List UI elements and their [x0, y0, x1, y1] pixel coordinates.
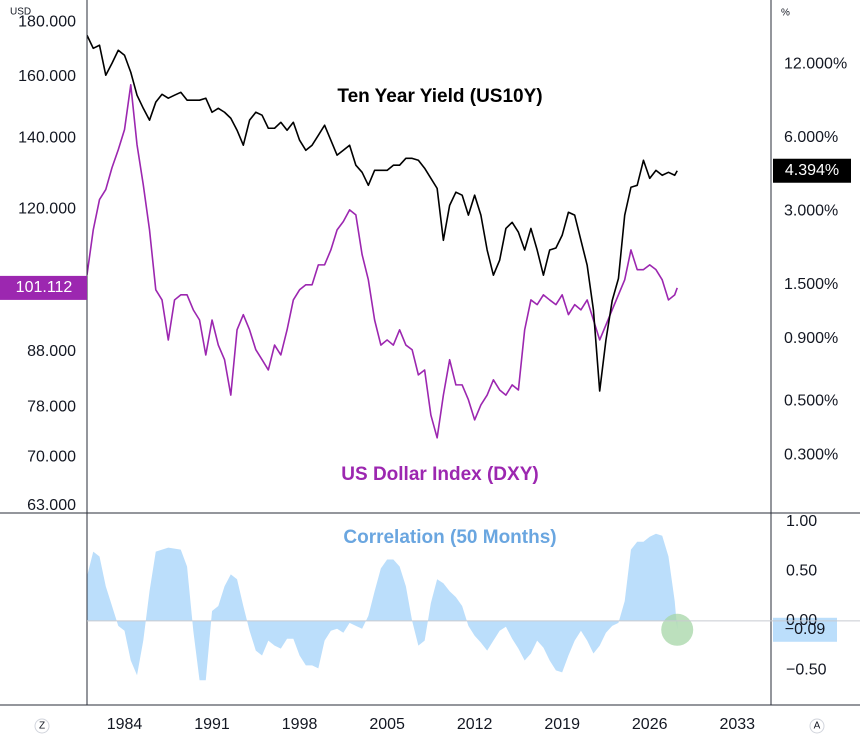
x-tick-label: 2019 [544, 716, 580, 733]
y2-tick-label: 12.000% [784, 55, 847, 72]
y-tick-label: 63.000 [27, 497, 76, 514]
x-tick-label: 2005 [369, 716, 405, 733]
overlay: US Dollar Index (DXY) Ten Year Yield (US1… [0, 86, 851, 646]
scale-button-icon[interactable] [809, 718, 825, 734]
y2-tick-label: 1.500% [784, 276, 838, 293]
series-label: Correlation (50 Months) [343, 527, 556, 548]
y-tick-label: 88.000 [27, 343, 76, 360]
y2-tick-label: 6.000% [784, 129, 838, 146]
x-tick-label: 1991 [194, 716, 230, 733]
x-tick-label: 2033 [719, 716, 755, 733]
y2-unit: % [781, 8, 790, 19]
y-tick-label: 78.000 [27, 399, 76, 416]
y3-tick-label: 1.00 [786, 513, 817, 530]
y-unit: USD [10, 7, 31, 18]
y2-tick-label: 3.000% [784, 202, 838, 219]
y-tick-label: 70.000 [27, 448, 76, 465]
last-value-label: −0.09 [785, 621, 826, 638]
last-value-tag [773, 158, 851, 183]
y2-tick-label: 0.500% [784, 392, 838, 409]
series-label: Ten Year Yield (US10Y) [337, 86, 542, 107]
x-tick-label: 1998 [282, 716, 318, 733]
scale-button[interactable]: A [814, 721, 821, 732]
y3-tick-label: 0.50 [786, 563, 817, 580]
y-tick-label: 140.000 [18, 129, 76, 146]
series-label: US Dollar Index (DXY) [341, 464, 538, 485]
series-line [87, 83, 678, 439]
scale-button[interactable]: Z [39, 721, 45, 732]
scale-button-icon[interactable] [34, 718, 50, 734]
last-value-tag [773, 617, 837, 642]
y3-tick-label: −0.50 [786, 662, 827, 679]
x-tick-label: 2012 [457, 716, 493, 733]
y2-tick-label: 0.900% [784, 330, 838, 347]
series-line [87, 34, 678, 392]
series-area [87, 533, 678, 681]
y-tick-label: 120.000 [18, 200, 76, 217]
last-value-label: 101.112 [16, 279, 73, 296]
x-tick-label: 2026 [632, 716, 668, 733]
last-value-tag [0, 275, 87, 300]
y-tick-label: 160.000 [18, 68, 76, 85]
plot-area [87, 34, 678, 681]
y2-tick-label: 0.300% [784, 446, 838, 463]
last-point-highlight [661, 613, 694, 646]
last-value-label: 4.394% [785, 162, 839, 179]
x-tick-label: 1984 [107, 716, 143, 733]
y-tick-label: 180.000 [18, 14, 76, 31]
